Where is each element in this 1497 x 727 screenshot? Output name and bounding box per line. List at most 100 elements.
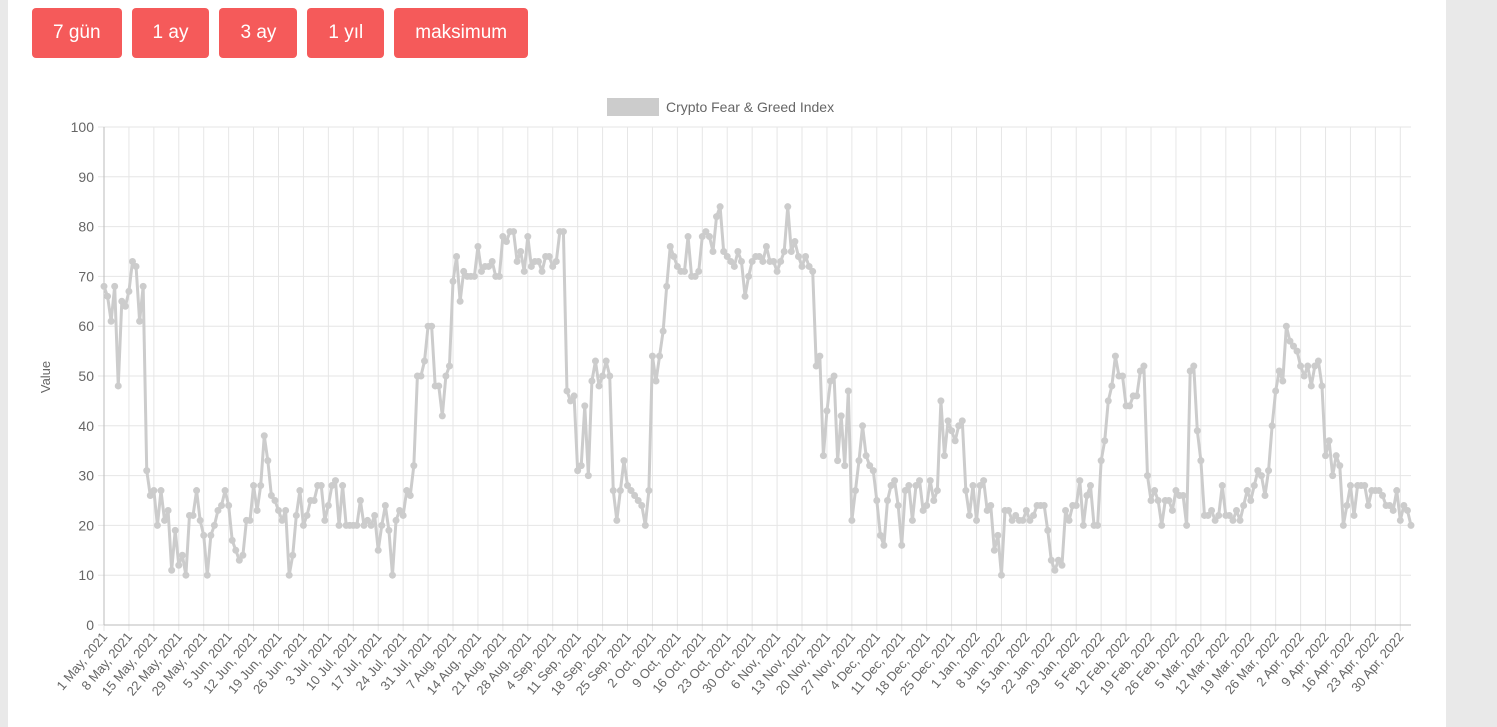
data-point: [1133, 392, 1141, 400]
data-point: [264, 457, 272, 465]
data-point: [235, 556, 243, 564]
data-point: [488, 257, 496, 265]
data-point: [232, 546, 240, 554]
data-point: [367, 521, 375, 529]
data-point: [1243, 487, 1251, 495]
data-point: [919, 506, 927, 514]
data-point: [310, 497, 318, 504]
data-point: [1186, 367, 1194, 375]
data-point: [805, 262, 813, 270]
data-point: [609, 487, 617, 495]
data-point: [741, 292, 749, 300]
data-point: [770, 257, 778, 265]
data-point: [1386, 501, 1394, 509]
range-7-days-button[interactable]: 7 gün: [32, 8, 122, 58]
data-point: [1265, 467, 1273, 475]
data-point: [705, 233, 713, 241]
data-point: [702, 228, 710, 236]
data-point: [567, 397, 575, 405]
data-point: [324, 501, 332, 509]
data-point: [260, 432, 268, 440]
data-point: [1304, 362, 1312, 370]
data-point: [499, 233, 507, 241]
data-point: [1072, 501, 1080, 509]
data-point: [1322, 452, 1330, 460]
data-point: [599, 372, 607, 380]
data-point: [545, 252, 553, 260]
data-point: [1140, 362, 1148, 370]
data-point: [962, 487, 970, 495]
data-point: [114, 382, 122, 390]
data-point: [883, 497, 891, 504]
data-point: [178, 551, 186, 559]
data-point: [1400, 501, 1408, 509]
data-point: [1211, 516, 1219, 524]
data-point: [1275, 367, 1283, 375]
data-point: [470, 272, 478, 280]
data-point: [136, 317, 144, 325]
data-point: [289, 551, 297, 559]
data-point: [727, 257, 735, 265]
data-point: [869, 467, 877, 475]
data-point: [328, 482, 336, 490]
data-point: [1389, 506, 1397, 514]
data-point: [1396, 516, 1404, 524]
data-point: [1307, 382, 1315, 390]
data-point: [730, 262, 738, 270]
data-point: [164, 506, 172, 514]
data-point: [997, 571, 1005, 579]
data-point: [303, 511, 311, 519]
data-point: [827, 377, 835, 385]
data-point: [844, 387, 852, 395]
data-point: [210, 521, 218, 529]
range-1-month-button[interactable]: 1 ay: [131, 8, 210, 58]
data-point: [125, 287, 133, 295]
y-tick-label: 60: [78, 318, 94, 334]
data-point: [1361, 482, 1369, 490]
data-point: [299, 521, 307, 529]
data-point: [830, 372, 838, 380]
data-point: [524, 233, 532, 241]
data-point: [317, 482, 325, 490]
data-point: [478, 267, 485, 275]
data-point: [1403, 506, 1411, 514]
data-point: [143, 467, 151, 475]
data-point: [723, 252, 731, 260]
data-point: [1022, 506, 1030, 514]
data-point: [645, 487, 653, 495]
data-point: [780, 248, 788, 255]
range-1-year-button[interactable]: 1 yıl: [307, 8, 385, 58]
data-point: [150, 487, 158, 495]
data-point: [855, 457, 863, 465]
data-point: [951, 437, 959, 445]
data-point: [759, 257, 767, 265]
chart-legend[interactable]: Crypto Fear & Greed Index: [607, 98, 834, 116]
data-point: [563, 387, 571, 395]
data-point: [128, 257, 136, 265]
data-point: [510, 228, 518, 236]
data-point: [1047, 556, 1055, 564]
data-point: [335, 521, 343, 529]
data-point: [894, 501, 902, 509]
data-point: [666, 243, 674, 251]
y-axis-title: Value: [38, 361, 53, 393]
data-point: [848, 516, 856, 524]
data-point: [214, 506, 222, 514]
data-point: [410, 462, 418, 470]
data-point: [267, 492, 275, 500]
range-3-months-button[interactable]: 3 ay: [219, 8, 298, 58]
data-point: [791, 238, 799, 246]
data-point: [1104, 397, 1112, 405]
data-point: [449, 277, 457, 285]
data-point: [292, 511, 300, 519]
data-point: [1179, 492, 1187, 500]
y-tick-label: 70: [78, 268, 94, 284]
data-point: [812, 362, 820, 370]
range-maximum-button[interactable]: maksimum: [394, 8, 529, 58]
data-point: [1019, 516, 1027, 524]
data-point: [406, 492, 414, 500]
data-point: [207, 531, 215, 539]
axes: [103, 127, 1411, 626]
data-point: [737, 257, 745, 265]
data-point: [278, 516, 286, 524]
